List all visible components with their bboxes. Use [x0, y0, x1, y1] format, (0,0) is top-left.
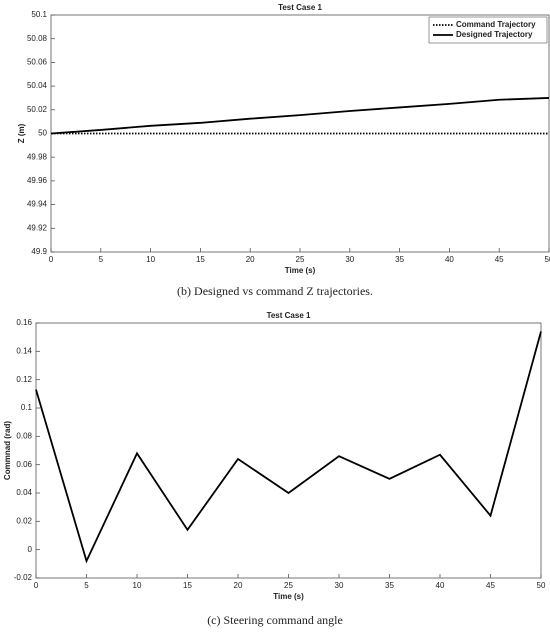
y-tick-label: 50.1 [31, 10, 47, 19]
y-axis-label: Commnad (rad) [3, 421, 12, 480]
legend-box [428, 16, 548, 44]
x-tick-label: 15 [196, 255, 205, 264]
x-tick-label: 5 [84, 581, 89, 590]
y-tick-label: 49.96 [27, 176, 48, 185]
x-tick-label: 5 [99, 255, 104, 264]
chart-title: Test Case 1 [267, 311, 311, 320]
y-tick-label: 0.06 [16, 460, 32, 469]
x-axis-label: Time (s) [285, 266, 316, 275]
data-line [35, 331, 542, 564]
y-tick-label: 0.08 [16, 431, 32, 440]
x-tick-label: 50 [537, 581, 546, 590]
x-tick-label: 35 [395, 255, 404, 264]
x-tick-label: 10 [146, 255, 155, 264]
x-tick-label: 35 [385, 581, 394, 590]
x-axis-label: Time (s) [273, 592, 304, 601]
y-tick-label: 49.9 [31, 247, 47, 256]
legend-label: Designed Trajectory [456, 30, 533, 39]
x-tick-label: 45 [495, 255, 504, 264]
y-tick-label: 0.16 [16, 318, 32, 327]
legend-label: Command Trajectory [456, 20, 536, 29]
y-tick-label: 0.02 [16, 516, 32, 525]
x-tick-label: 45 [486, 581, 495, 590]
x-tick-label: 30 [335, 581, 344, 590]
y-tick-label: 50.08 [27, 34, 48, 43]
x-tick-label: 20 [234, 581, 243, 590]
x-tick-label: 50 [545, 255, 550, 264]
caption: (b) Designed vs command Z trajectories. [177, 284, 373, 298]
caption: (c) Steering command angle [207, 613, 343, 627]
x-tick-label: 25 [284, 581, 293, 590]
chart-title: Test Case 1 [278, 3, 322, 12]
y-tick-label: 0 [28, 545, 33, 554]
y-tick-label: 0.1 [21, 403, 33, 412]
y-tick-label: 50.02 [27, 105, 48, 114]
x-tick-label: 40 [436, 581, 445, 590]
y-tick-label: 50 [38, 129, 47, 138]
x-tick-label: 0 [34, 581, 39, 590]
x-tick-label: 20 [246, 255, 255, 264]
x-tick-label: 40 [445, 255, 454, 264]
y-tick-label: 0.12 [16, 375, 32, 384]
y-tick-label: 49.92 [27, 223, 48, 232]
y-tick-label: -0.02 [14, 573, 33, 582]
x-tick-label: 15 [183, 581, 192, 590]
x-tick-label: 10 [133, 581, 142, 590]
y-tick-label: 50.06 [27, 58, 48, 67]
y-tick-label: 0.04 [16, 488, 32, 497]
data-line [50, 97, 550, 135]
x-tick-label: 0 [49, 255, 54, 264]
x-tick-label: 25 [296, 255, 305, 264]
y-tick-label: 0.14 [16, 346, 32, 355]
x-tick-label: 30 [345, 255, 354, 264]
y-tick-label: 49.98 [27, 152, 48, 161]
y-tick-label: 50.04 [27, 81, 48, 90]
plot-area [35, 322, 542, 579]
y-axis-label: Z (m) [17, 123, 26, 143]
y-tick-label: 49.94 [27, 200, 48, 209]
